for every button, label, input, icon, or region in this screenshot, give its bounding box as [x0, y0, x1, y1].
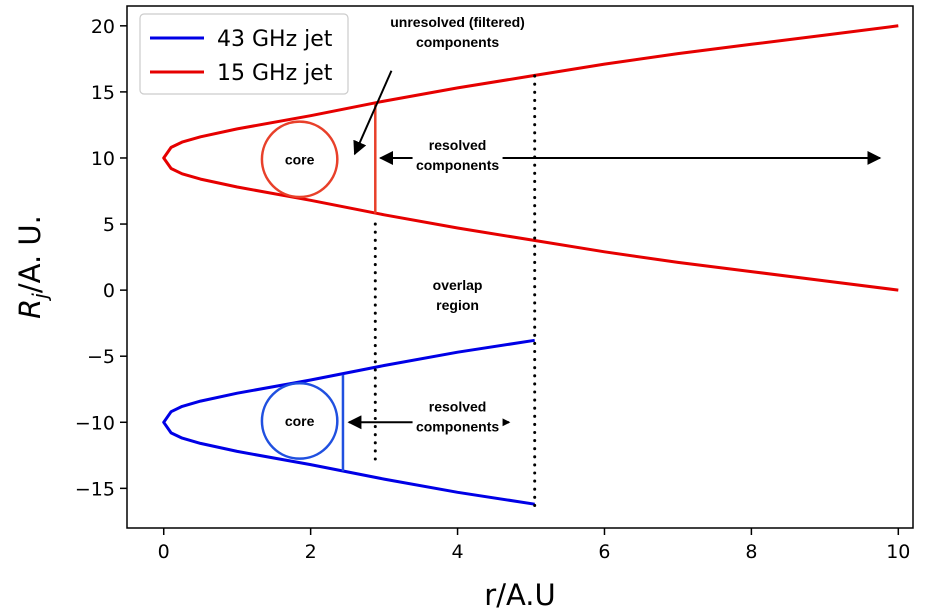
y-tick-label: −15 — [75, 478, 115, 500]
y-tick-label: 15 — [91, 82, 115, 104]
legend: 43 GHz jet 15 GHz jet — [139, 13, 349, 95]
arrow-3 — [353, 70, 393, 156]
annotation-line: region — [436, 297, 479, 313]
y-tick-label: −10 — [75, 412, 115, 434]
legend-label: 15 GHz jet — [217, 61, 333, 86]
x-tick-label: 2 — [305, 541, 317, 563]
legend-label: 43 GHz jet — [217, 27, 333, 52]
core-circle-1 — [260, 120, 339, 199]
legend-box — [139, 13, 349, 95]
axes: 0 2 4 6 8 10 20 15 10 5 0 −5 −10 −15 r/A.U Rj/A. U. — [13, 5, 914, 612]
core-label-1: core — [285, 151, 315, 167]
x-tick-label: 8 — [745, 541, 757, 563]
annotation-line: resolved — [429, 399, 487, 415]
annotation-line: components — [416, 34, 499, 50]
annotation-bg — [424, 275, 491, 316]
annotation-3: overlap region — [424, 275, 491, 316]
y-tick-label: 10 — [91, 148, 115, 170]
annotation-4: resolved components — [412, 396, 503, 437]
series-line-15ghz — [162, 24, 899, 292]
annotation-line: overlap — [433, 277, 483, 293]
annotation-bg — [367, 12, 548, 53]
core-circle-2 — [260, 382, 339, 460]
x-tick-label: 6 — [598, 541, 610, 563]
y-tick-label: 5 — [103, 214, 115, 236]
series-line-43ghz — [162, 338, 535, 506]
y-tick-label: 0 — [103, 280, 115, 302]
y-axis-title: Rj/A. U. — [13, 215, 52, 319]
x-tick-label: 0 — [158, 541, 170, 563]
x-tick-label: 10 — [886, 541, 910, 563]
annotation-2: resolved components — [412, 135, 503, 176]
annotation-line: unresolved (filtered) — [390, 14, 525, 30]
annotation-1: unresolved (filtered) components — [367, 12, 548, 53]
annotation-line: components — [416, 419, 499, 435]
x-axis-title: r/A.U — [484, 578, 555, 612]
core-label-2: core — [285, 413, 315, 429]
y-tick-label: −5 — [87, 346, 115, 368]
annotation-bg — [412, 135, 503, 176]
x-tick-label: 4 — [452, 541, 464, 563]
annotation-bg — [412, 396, 503, 437]
y-tick-label: 20 — [91, 16, 115, 38]
plot-frame — [126, 5, 914, 529]
annotation-line: resolved — [429, 137, 487, 153]
annotation-line: components — [416, 157, 499, 173]
